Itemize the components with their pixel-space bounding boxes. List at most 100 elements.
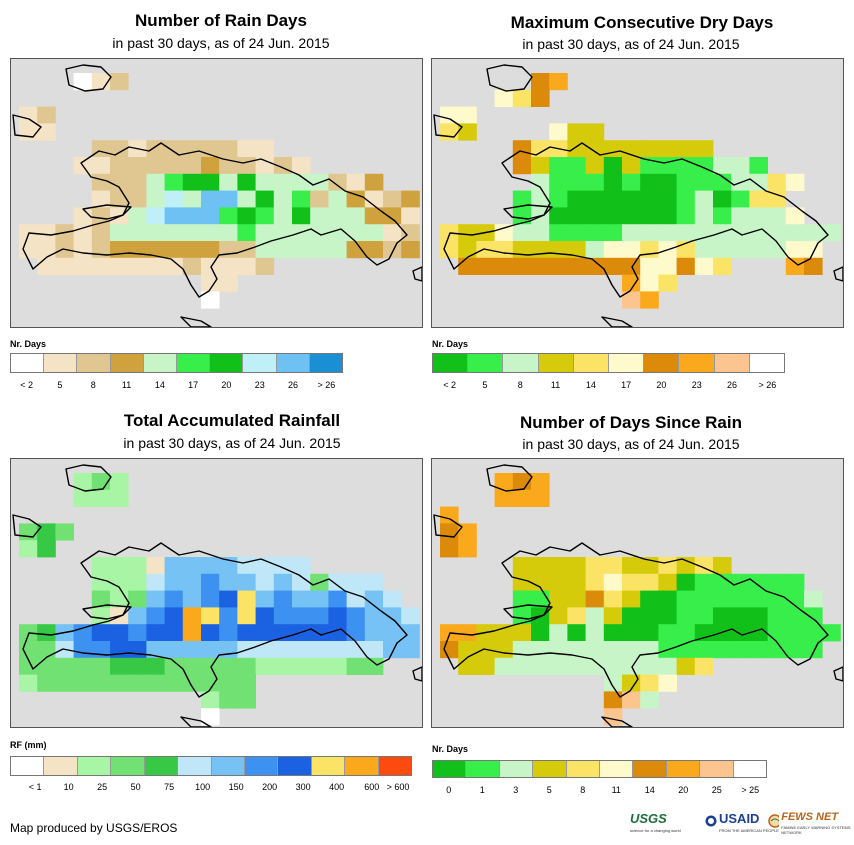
legend-tick-label: < 2 — [20, 380, 34, 390]
map-grid-cell — [401, 624, 420, 642]
legend-ticks-rain-days: < 2 5 8 11 14 17 20 23 26 > 26 — [10, 380, 343, 392]
legend-title-rain-days: Nr. Days — [10, 339, 47, 349]
legend-tick-label: 17 — [621, 380, 632, 390]
map-grid-cell — [458, 106, 477, 124]
map-grid-cell — [676, 157, 696, 175]
map-grid-cell — [255, 557, 275, 575]
map-grid-cell — [328, 207, 347, 225]
panel-subtitle-days-since-rain: in past 30 days, as of 24 Jun. 2015 — [522, 436, 740, 452]
map-grid-cell — [219, 224, 238, 242]
map-grid-cell — [749, 241, 768, 259]
legend-title-rainfall: RF (mm) — [10, 740, 47, 750]
map-grid-cell — [310, 641, 329, 659]
map-grid-cell — [37, 106, 56, 124]
map-grid-cell — [567, 624, 586, 642]
fews-net-logo-tagline: FAMINE EARLY WARNING SYSTEMS NETWORK — [781, 825, 851, 835]
map-grid-cell — [494, 257, 514, 275]
legend-tick-label: 26 — [727, 380, 738, 390]
map-grid-cell — [603, 241, 623, 259]
map-grid-cell — [292, 607, 311, 625]
map-grid-cell — [767, 590, 787, 608]
map-grid-cell — [255, 573, 275, 591]
legend-tick-label: 200 — [262, 782, 278, 792]
map-grid-cell — [458, 241, 477, 259]
map-grid-cell — [364, 573, 384, 591]
map-grid-cell — [328, 657, 347, 675]
map-grid-cell — [110, 241, 129, 259]
legend-swatch — [211, 757, 245, 775]
map-grid-cell — [164, 590, 184, 608]
map-grid-cell — [401, 241, 420, 259]
coastline-outline — [82, 204, 132, 220]
map-grid-cell — [658, 224, 677, 242]
map-grid-cell — [567, 207, 586, 225]
map-grid-cell — [640, 674, 659, 692]
map-grid-cell — [219, 241, 238, 259]
legend-swatch — [44, 757, 78, 775]
legend-swatch — [11, 354, 45, 372]
map-grid-cell — [622, 557, 641, 575]
map-grid-cell — [440, 224, 459, 242]
map-grid-cell — [273, 173, 293, 191]
map-grid-cell — [219, 140, 238, 158]
coastline-outline — [486, 64, 533, 92]
map-grid-cell — [110, 157, 129, 175]
legend-swatch — [433, 354, 469, 372]
map-grid-cell — [182, 207, 202, 225]
legend-tick-label: 11 — [550, 380, 561, 390]
map-grid-cell — [767, 173, 787, 191]
map-grid-cell — [658, 607, 677, 625]
map-grid-cell — [549, 190, 568, 208]
map-grid-cell — [91, 624, 111, 642]
map-grid-cell — [383, 190, 402, 208]
map-grid-cell — [749, 224, 768, 242]
map-grid-cell — [37, 523, 56, 541]
map-grid-cell — [531, 241, 550, 259]
map-grid-cell — [201, 624, 220, 642]
legend-swatch — [499, 761, 534, 777]
map-grid-cell — [19, 123, 38, 141]
map-grid-cell — [219, 573, 238, 591]
map-grid-cell — [440, 523, 459, 541]
legend-tick-label: 23 — [691, 380, 702, 390]
map-grid-cell — [328, 590, 347, 608]
legend-swatch — [573, 354, 610, 372]
map-grid-cell — [182, 674, 202, 692]
map-grid-cell — [346, 207, 366, 225]
map-grid-cell — [640, 590, 659, 608]
panel-subtitle-dry-days: in past 30 days, as of 24 Jun. 2015 — [522, 36, 740, 52]
map-grid-cell — [364, 657, 384, 675]
usaid-logo-tagline: FROM THE AMERICAN PEOPLE — [719, 827, 779, 833]
legend-tick-label: 10 — [63, 782, 74, 792]
legend-swatch — [609, 354, 645, 372]
map-grid-cell — [804, 624, 823, 642]
usgs-logo-text: USGS — [630, 810, 667, 826]
legend-tick-label: 17 — [188, 380, 199, 390]
map-grid-cell — [364, 624, 384, 642]
map-grid-cell — [219, 207, 238, 225]
map-grid-cell — [767, 241, 787, 259]
map-grid-cell — [622, 573, 641, 591]
map-grid-cell — [73, 241, 93, 259]
map-grid-cell — [531, 257, 550, 275]
map-grid-cell — [237, 607, 256, 625]
legend-tick-label: 25 — [97, 782, 108, 792]
map-grid-cell — [91, 157, 111, 175]
map-grid-cell — [767, 190, 787, 208]
legend-swatch — [77, 757, 112, 775]
map-grid-cell — [531, 173, 550, 191]
map-grid-cell — [658, 590, 677, 608]
map-grid-cell — [603, 224, 623, 242]
map-grid-cell — [310, 657, 329, 675]
map-grid-cell — [37, 641, 56, 659]
map-grid-cell — [91, 657, 111, 675]
map-grid-cell — [512, 257, 532, 275]
coastline-outline — [443, 142, 829, 298]
panel-subtitle-rain-days: in past 30 days, as of 24 Jun. 2015 — [112, 35, 330, 51]
map-grid-cell — [292, 641, 311, 659]
map-grid-cell — [255, 257, 275, 275]
map-grid-cell — [603, 140, 623, 158]
legend-swatch — [633, 761, 667, 777]
map-grid-cell — [146, 257, 165, 275]
map-grid-cell — [567, 157, 586, 175]
